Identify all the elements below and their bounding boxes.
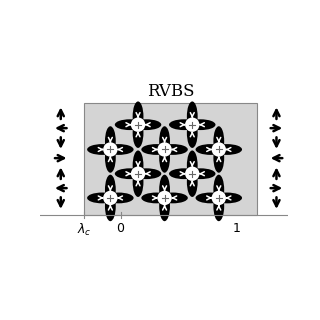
Ellipse shape: [87, 193, 117, 203]
Ellipse shape: [158, 144, 188, 155]
Ellipse shape: [196, 144, 226, 155]
Ellipse shape: [213, 126, 224, 156]
Ellipse shape: [133, 150, 143, 180]
Ellipse shape: [213, 175, 224, 205]
Ellipse shape: [186, 168, 215, 179]
Ellipse shape: [115, 168, 145, 179]
Ellipse shape: [131, 168, 161, 179]
Text: RVBS: RVBS: [147, 84, 194, 100]
Circle shape: [131, 166, 145, 181]
Ellipse shape: [213, 143, 224, 173]
Ellipse shape: [104, 193, 134, 203]
Ellipse shape: [212, 193, 242, 203]
Ellipse shape: [213, 191, 224, 221]
Ellipse shape: [169, 119, 199, 130]
Bar: [84, 103, 257, 215]
Circle shape: [157, 142, 172, 157]
Text: $0$: $0$: [116, 221, 125, 235]
Ellipse shape: [87, 144, 117, 155]
Ellipse shape: [104, 144, 134, 155]
Ellipse shape: [169, 168, 199, 179]
Ellipse shape: [133, 167, 143, 197]
Circle shape: [131, 117, 145, 132]
Ellipse shape: [158, 193, 188, 203]
Ellipse shape: [159, 143, 170, 173]
Ellipse shape: [133, 118, 143, 148]
Ellipse shape: [159, 191, 170, 221]
Ellipse shape: [186, 119, 215, 130]
Ellipse shape: [196, 193, 226, 203]
Circle shape: [103, 142, 117, 157]
Ellipse shape: [141, 144, 171, 155]
Circle shape: [185, 117, 199, 132]
Ellipse shape: [187, 167, 198, 197]
Ellipse shape: [131, 119, 161, 130]
Ellipse shape: [187, 118, 198, 148]
Circle shape: [103, 191, 117, 205]
Ellipse shape: [105, 126, 116, 156]
Ellipse shape: [159, 126, 170, 156]
Text: $\lambda_c$: $\lambda_c$: [76, 221, 91, 238]
Text: $1$: $1$: [232, 221, 240, 235]
Ellipse shape: [105, 175, 116, 205]
Ellipse shape: [115, 119, 145, 130]
Ellipse shape: [141, 193, 171, 203]
Ellipse shape: [105, 191, 116, 221]
Ellipse shape: [159, 175, 170, 205]
Circle shape: [212, 191, 226, 205]
Circle shape: [157, 191, 172, 205]
Circle shape: [212, 142, 226, 157]
Circle shape: [185, 166, 199, 181]
Ellipse shape: [212, 144, 242, 155]
Ellipse shape: [187, 150, 198, 180]
Ellipse shape: [187, 101, 198, 132]
Ellipse shape: [133, 101, 143, 132]
Ellipse shape: [105, 143, 116, 173]
